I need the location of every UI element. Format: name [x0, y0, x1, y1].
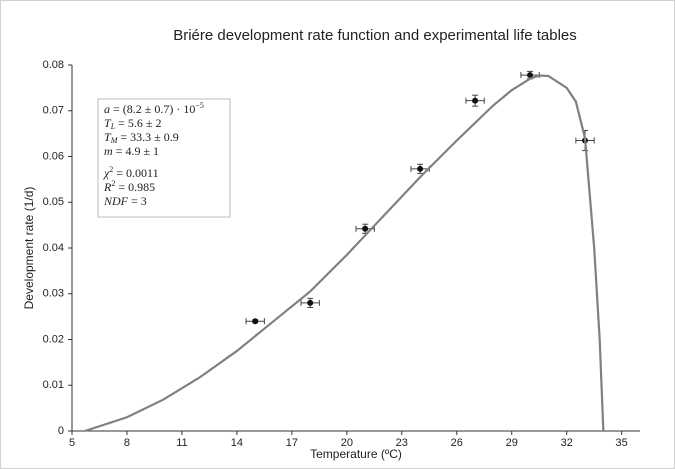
- annotation: m = 4.9 ± 1: [104, 144, 159, 158]
- y-tick-label: 0.04: [43, 242, 64, 254]
- annotation-superscript: −5: [195, 101, 204, 110]
- annotation: χ2 = 0.0011: [103, 165, 159, 180]
- data-point: [307, 299, 314, 306]
- annotation-box: [97, 98, 231, 218]
- annotation-symbol: T: [104, 130, 112, 144]
- annotation: TL = 5.6 ± 2: [104, 116, 162, 131]
- data-point: [527, 72, 534, 79]
- fit-curve: [84, 74, 605, 433]
- x-axis-label: Temperature (ºC): [310, 447, 402, 461]
- annotation: R2 = 0.985: [103, 179, 155, 194]
- annotation-text: = 3: [128, 194, 147, 208]
- y-tick-label: 0.06: [43, 150, 64, 162]
- y-tick-label: 0.05: [43, 196, 64, 208]
- x-tick-label: 5: [69, 437, 75, 449]
- chart-title: Briére development rate function and exp…: [173, 27, 577, 44]
- y-tick-label: 0: [58, 425, 64, 437]
- data-point: [417, 165, 424, 172]
- annotation-text: = 4.9 ± 1: [113, 144, 159, 158]
- annotation-symbol: a: [104, 102, 110, 116]
- annotation-text: = 0.0011: [113, 166, 158, 180]
- annotation-superscript: 2: [109, 165, 113, 174]
- x-tick-label: 20: [341, 437, 353, 449]
- x-tick-label: 17: [286, 437, 298, 449]
- x-tick-label: 26: [451, 437, 463, 449]
- data-point: [252, 318, 259, 325]
- x-tick-label: 35: [616, 437, 628, 449]
- annotation-text: = 33.3 ± 0.9: [117, 130, 178, 144]
- annotation-text: = (8.2 ± 0.7) · 10: [110, 102, 195, 116]
- x-tick-label: 23: [396, 437, 408, 449]
- y-tick-label: 0.08: [43, 59, 64, 71]
- annotation-text: = 5.6 ± 2: [115, 116, 161, 130]
- annotation-symbol: T: [104, 116, 112, 130]
- data-point: [362, 225, 369, 232]
- x-tick-label: 32: [561, 437, 573, 449]
- y-axis-label: Development rate (1/d): [22, 187, 36, 310]
- x-tick-label: 8: [124, 437, 130, 449]
- y-tick-label: 0.02: [43, 333, 64, 345]
- annotation: NDF = 3: [103, 194, 147, 208]
- annotation-text: = 0.985: [115, 180, 155, 194]
- annotation-subscript: M: [110, 136, 119, 145]
- annotation: TM = 33.3 ± 0.9: [104, 130, 179, 145]
- y-tick-label: 0.01: [43, 379, 64, 391]
- annotation: a = (8.2 ± 0.7) · 10−5: [104, 101, 204, 116]
- y-tick-label: 0.07: [43, 105, 64, 117]
- annotation-superscript: 2: [111, 179, 115, 188]
- x-tick-label: 11: [176, 437, 187, 449]
- annotation-symbol: χ: [103, 166, 110, 180]
- annotation-symbol: R: [103, 180, 112, 194]
- data-point: [472, 97, 479, 104]
- x-tick-label: 14: [231, 437, 243, 449]
- annotation-symbol: NDF: [103, 194, 129, 208]
- annotation-subscript: L: [110, 122, 116, 131]
- x-tick-label: 29: [506, 437, 518, 449]
- y-tick-label: 0.03: [43, 288, 64, 300]
- annotation-symbol: m: [104, 144, 113, 158]
